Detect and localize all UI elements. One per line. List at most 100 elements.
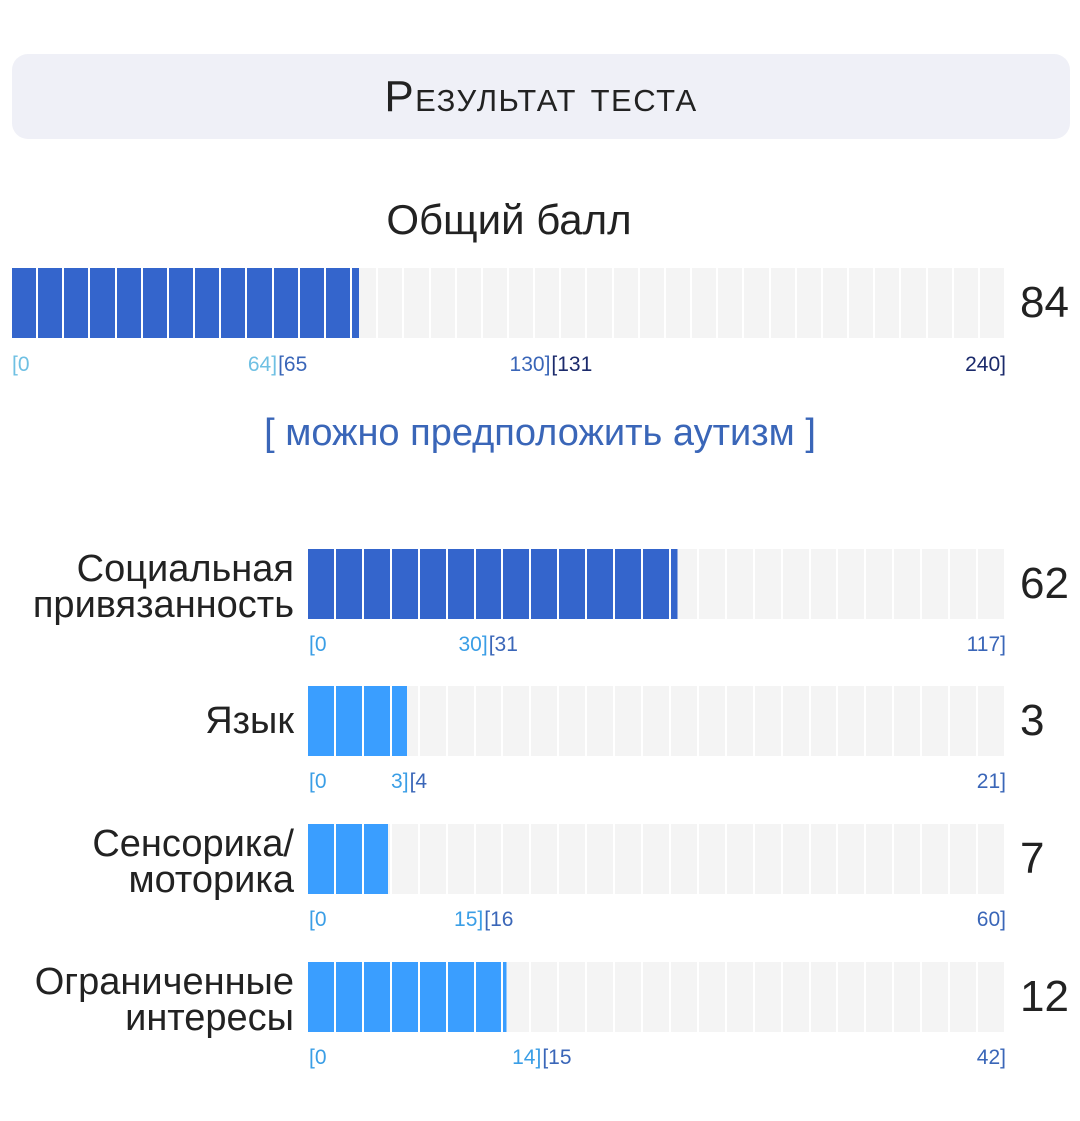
bar-cell <box>978 549 1006 619</box>
bar-cell <box>810 824 839 894</box>
bar-cell <box>299 268 326 338</box>
range-end-label: 15] <box>454 908 484 931</box>
bar-cell <box>531 686 560 756</box>
category-score-bar <box>308 824 1006 894</box>
bar-cell <box>273 268 300 338</box>
category-score-value: 12 <box>1020 972 1069 1021</box>
bar-cell <box>782 962 811 1032</box>
range-start-label: [0 <box>309 633 327 656</box>
bar-cell <box>587 962 616 1032</box>
bar-cell <box>38 268 65 338</box>
bar-cell <box>475 549 504 619</box>
bar-cell <box>587 549 616 619</box>
bar-cell <box>922 962 951 1032</box>
bar-cell <box>531 824 560 894</box>
bar-cell <box>587 824 616 894</box>
range-end-label: 60] <box>976 908 1006 931</box>
bar-cell <box>782 824 811 894</box>
range-end-label: 21] <box>976 770 1006 793</box>
bar-cell <box>754 824 783 894</box>
total-score-label: Общий балл <box>386 196 632 243</box>
bar-cell <box>335 824 364 894</box>
bar-cell <box>195 268 222 338</box>
bar-cell <box>559 686 588 756</box>
bar-cell <box>754 686 783 756</box>
bar-cell <box>142 268 169 338</box>
bar-cell <box>950 962 979 1032</box>
bar-cell <box>531 962 560 1032</box>
bar-cell <box>615 549 644 619</box>
bar-cell <box>615 686 644 756</box>
bar-cell <box>866 962 895 1032</box>
bar-cell <box>744 268 771 338</box>
bar-cell <box>796 268 823 338</box>
bar-cell <box>726 824 755 894</box>
bar-cell <box>754 549 783 619</box>
bar-cell <box>308 686 336 756</box>
bar-cell <box>503 824 532 894</box>
range-start-label: [0 <box>309 770 327 793</box>
bar-cell <box>447 824 476 894</box>
bar-cell <box>168 268 196 338</box>
total-score-bar <box>12 268 1006 338</box>
category-label-line1: Социальная <box>76 548 294 590</box>
bar-cell <box>922 686 951 756</box>
bar-cell <box>692 268 719 338</box>
category-score-bar <box>308 962 1006 1032</box>
bar-cell <box>391 549 420 619</box>
bar-cell <box>404 268 431 338</box>
result-header: Результат теста <box>12 54 1070 139</box>
bar-cell <box>726 962 755 1032</box>
bar-cell <box>953 268 980 338</box>
bar-cell <box>247 268 274 338</box>
bar-cell <box>419 549 448 619</box>
range-start-label: [31 <box>488 633 518 656</box>
bar-cell <box>419 824 448 894</box>
bar-cell <box>615 962 644 1032</box>
bar-cell <box>335 549 364 619</box>
bar-cell <box>978 824 1006 894</box>
bar-cell <box>482 268 509 338</box>
bar-cell <box>561 268 588 338</box>
range-start-label: [65 <box>278 353 308 376</box>
bar-cell <box>950 824 979 894</box>
bar-cell <box>559 962 588 1032</box>
bar-cell <box>726 549 755 619</box>
bar-cell <box>838 824 867 894</box>
bar-cell <box>838 549 867 619</box>
bar-cell <box>430 268 457 338</box>
bar-cell <box>698 686 727 756</box>
bar-cell <box>447 686 476 756</box>
bar-cell <box>391 686 420 756</box>
bar-cell <box>782 686 811 756</box>
bar-cell <box>503 962 532 1032</box>
bar-cell <box>978 962 1006 1032</box>
bar-cell <box>894 549 923 619</box>
bar-cell <box>391 824 420 894</box>
bar-cell <box>810 549 839 619</box>
bar-cell <box>979 268 1006 338</box>
range-start-label: [0 <box>309 1046 327 1069</box>
range-end-label: 117] <box>966 633 1006 656</box>
bar-cell <box>782 549 811 619</box>
bar-cell <box>894 686 923 756</box>
bar-cell <box>866 824 895 894</box>
bar-cell <box>475 686 504 756</box>
bar-cell <box>643 549 671 619</box>
bar-cell <box>643 686 671 756</box>
category-label-line1: Язык <box>205 700 294 742</box>
bar-cell <box>447 962 476 1032</box>
bar-cell <box>643 824 671 894</box>
range-end-label: 64] <box>247 353 278 376</box>
bar-cell <box>838 962 867 1032</box>
bar-cell <box>810 686 839 756</box>
bar-cell <box>475 824 504 894</box>
range-start-label: [16 <box>484 908 514 931</box>
category-score-bar <box>308 686 1006 756</box>
bar-cell <box>822 268 850 338</box>
bar-cell <box>810 962 839 1032</box>
bar-cell <box>535 268 562 338</box>
bar-cell <box>335 686 364 756</box>
bar-cell <box>456 268 483 338</box>
bar-cell <box>391 962 420 1032</box>
